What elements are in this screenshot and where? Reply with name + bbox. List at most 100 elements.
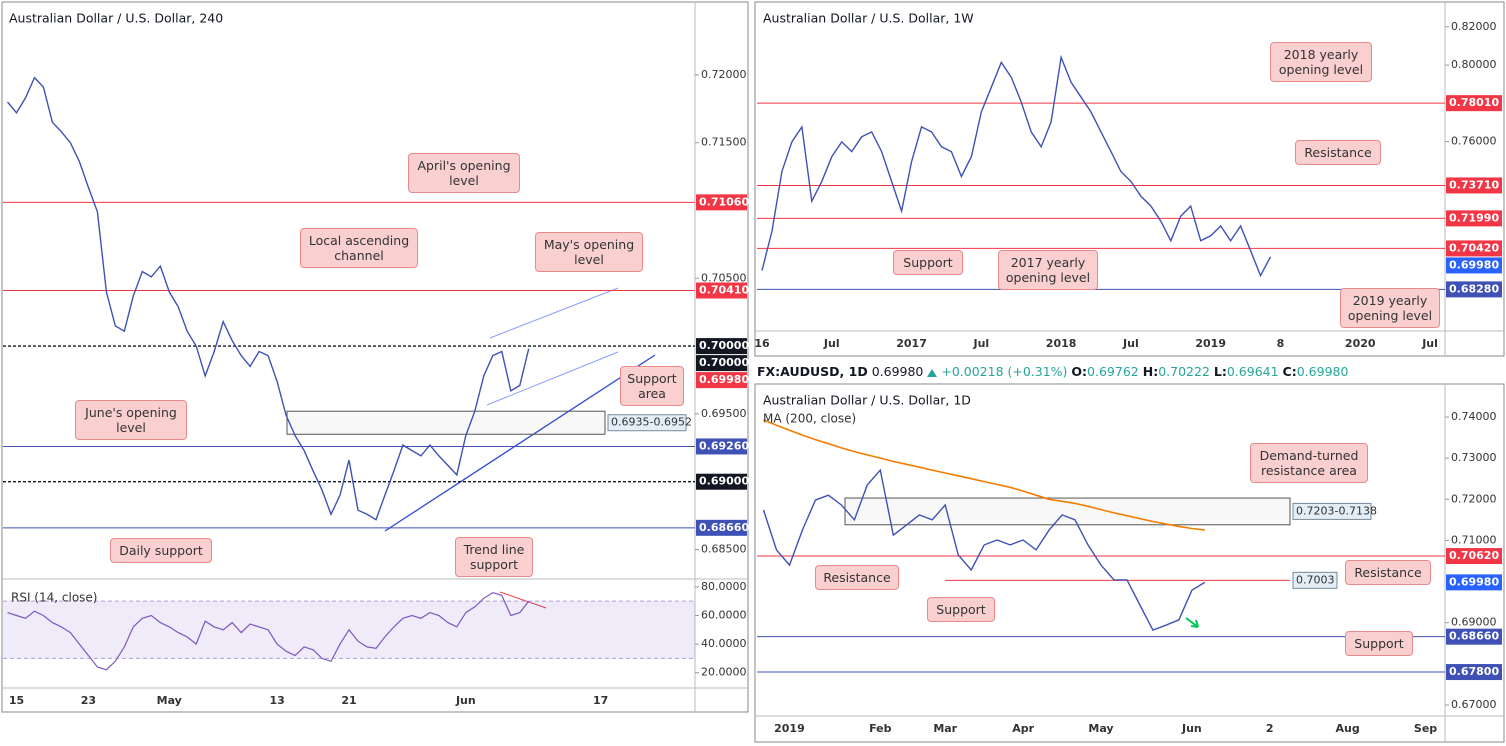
symbol: FX:AUDUSD, 1D [757, 364, 868, 379]
price-badge [1446, 548, 1502, 565]
x-tick-label: May [157, 694, 182, 707]
price-badge-label: 0.68280 [1449, 282, 1499, 295]
chart-title: Australian Dollar / U.S. Dollar, 1D [763, 393, 971, 408]
price-badge [696, 473, 747, 490]
trend-line [384, 354, 656, 532]
callout: Support [1345, 631, 1413, 656]
price-badge-label: 0.71990 [1449, 211, 1499, 224]
price-badge-label: 0.69980 [1449, 575, 1499, 588]
y-tick-label: 0.67000 [1451, 698, 1497, 711]
price-badge-label: 0.68660 [1449, 630, 1499, 643]
callout: Demand-turned resistance area [1250, 443, 1368, 483]
price-badge [1446, 628, 1502, 645]
zone-label-box [1292, 502, 1372, 520]
y-tick-label: 0.71000 [1451, 533, 1497, 546]
price-line [762, 468, 1206, 631]
y-tick-label: 0.70500 [701, 271, 747, 284]
price-badge-label: 0.70410 [699, 284, 749, 297]
change: +0.00218 (+0.31%) [941, 364, 1068, 379]
panel-border [754, 1, 1505, 357]
callout: Trend line support [455, 537, 533, 577]
x-tick-label: Feb [869, 722, 892, 735]
x-tick-label: 2018 [1046, 337, 1077, 350]
x-tick-label: 2 [1266, 722, 1274, 735]
x-tick-label: Sep [1414, 722, 1437, 735]
price-badge-label: 0.78010 [1449, 96, 1499, 109]
price-badge [696, 282, 747, 299]
panel-border [1, 1, 749, 713]
y-tick-label: 0.76000 [1451, 135, 1497, 148]
price-badge [696, 519, 747, 536]
y-tick-label: 0.69000 [1451, 616, 1497, 629]
callout: Support [893, 250, 963, 275]
divergence-line [499, 591, 547, 609]
price-badge-label: 0.69260 [699, 439, 749, 452]
channel-line [486, 351, 619, 406]
y-tick-label: 40.0000 [701, 637, 747, 650]
price-badge [696, 355, 747, 372]
price-badge [1446, 95, 1502, 112]
callout: Resistance [815, 565, 899, 590]
callout: Resistance [1295, 140, 1381, 165]
price-badge [1446, 257, 1502, 274]
x-tick-label: Jul [823, 337, 840, 350]
channel-line [489, 287, 619, 339]
y-tick-label: 80.0000 [701, 580, 747, 593]
x-tick-label: 17 [593, 694, 608, 707]
x-tick-label: 8 [1277, 337, 1285, 350]
price-badge-label: 0.69000 [699, 475, 749, 488]
callout: Support area [620, 366, 684, 406]
level-label: 0.7003 [1296, 573, 1335, 586]
y-tick-label: 0.82000 [1451, 20, 1497, 33]
x-tick-label: Jun [455, 694, 476, 707]
ohlc-key: O: [1071, 364, 1088, 379]
ma-line [763, 419, 1205, 531]
price-badge-label: 0.68660 [699, 521, 749, 534]
callout: 2018 yearly opening level [1270, 42, 1372, 82]
price-badge-label: 0.67800 [1449, 665, 1499, 678]
x-tick-label: 2019 [774, 722, 805, 735]
price-badge [1446, 574, 1502, 591]
price-badge [1446, 177, 1502, 194]
callout: April's opening level [408, 153, 520, 193]
x-tick-label: 23 [81, 694, 96, 707]
callout: May's opening level [535, 232, 643, 272]
chart-title: Australian Dollar / U.S. Dollar, 240 [9, 11, 223, 26]
zone-label: 0.7203-0.7138 [1296, 504, 1377, 517]
price-badge [696, 194, 747, 211]
rsi-line [7, 591, 530, 671]
y-tick-label: 60.0000 [701, 608, 747, 621]
chart-title: Australian Dollar / U.S. Dollar, 1W [763, 11, 974, 26]
x-tick-label: Jul [1421, 337, 1438, 350]
callout: June's opening level [75, 400, 187, 440]
price-badge [1446, 664, 1502, 681]
x-tick-label: Apr [1012, 722, 1034, 735]
arrow-icon [1185, 617, 1199, 628]
x-tick-label: Jun [1181, 722, 1202, 735]
ohlc-key: C: [1282, 364, 1297, 379]
ohlc-value: 0.69641 [1226, 364, 1279, 379]
y-tick-label: 0.72000 [1451, 492, 1497, 505]
price-badge [696, 338, 747, 355]
ohlc-key: L: [1213, 364, 1227, 379]
y-tick-label: 0.71500 [701, 136, 747, 149]
x-tick-label: May [1088, 722, 1113, 735]
callout: 2017 yearly opening level [998, 250, 1098, 290]
x-tick-label: Jul [1122, 337, 1139, 350]
panel-border [754, 383, 1505, 743]
last-price: 0.69980 [871, 364, 924, 379]
price-badge-label: 0.73710 [1449, 178, 1499, 191]
callout: 2019 yearly opening level [1340, 288, 1440, 328]
callout: Resistance [1345, 560, 1431, 585]
price-badge-label: 0.70420 [1449, 241, 1499, 254]
price-badge [696, 372, 747, 389]
x-tick-label: Jul [972, 337, 989, 350]
level-label-box [1292, 571, 1338, 589]
price-badge [696, 438, 747, 455]
price-badge [1446, 210, 1502, 227]
callout: Support [927, 597, 995, 622]
y-tick-label: 0.74000 [1451, 410, 1497, 423]
ma-legend: MA (200, close) [763, 412, 856, 426]
